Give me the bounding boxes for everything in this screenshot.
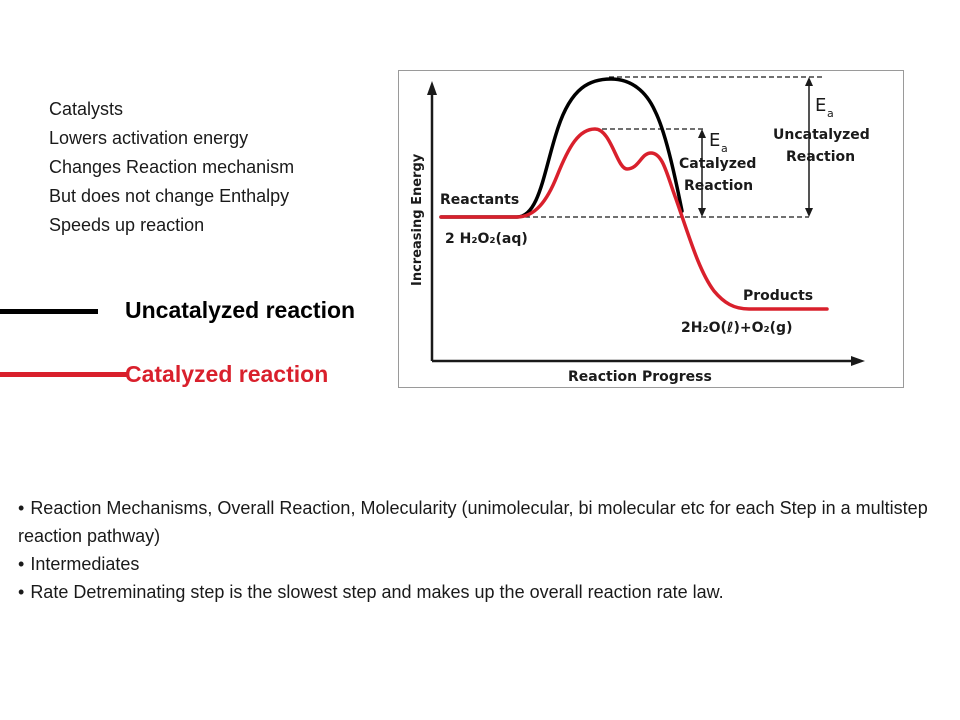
note-line: Catalysts <box>49 99 124 119</box>
ea-catalyzed-label-line2: Reaction <box>684 178 753 194</box>
reactants-formula: 2 H₂O₂(aq) <box>445 231 528 247</box>
note-line: But does not change Enthalpy <box>49 186 290 206</box>
uncatalyzed-curve <box>439 77 684 219</box>
ea-catalyzed-label-line1: Catalyzed <box>679 156 756 172</box>
x-axis-label: Reaction Progress <box>568 369 712 385</box>
reactants-label: Reactants <box>440 192 519 208</box>
y-axis-arrow-icon <box>427 81 437 95</box>
x-axis-arrow-icon <box>851 356 865 366</box>
bullet-item: Rate Detreminating step is the slowest s… <box>18 578 953 606</box>
arrow-up-icon <box>805 77 813 86</box>
arrow-down-icon <box>805 208 813 217</box>
energy-diagram-svg: Increasing Energy Reaction Progress Reac… <box>410 76 870 385</box>
catalyzed-curve <box>439 127 829 311</box>
ea-catalyzed-symbol: E <box>709 130 720 151</box>
legend-swatch-uncatalyzed <box>0 309 98 314</box>
products-formula: 2H₂O(ℓ)+O₂(g) <box>681 320 792 336</box>
ea-catalyzed-subscript: a <box>721 142 728 155</box>
bullet-item: Reaction Mechanisms, Overall Reaction, M… <box>18 494 953 550</box>
topic-bullet-list: Reaction Mechanisms, Overall Reaction, M… <box>18 494 953 606</box>
ea-uncatalyzed-symbol: E <box>815 95 826 116</box>
ea-uncatalyzed-subscript: a <box>827 107 834 120</box>
products-label: Products <box>743 288 813 304</box>
note-line: Lowers activation energy <box>49 128 249 148</box>
catalyst-notes: Catalysts Lowers activation energy Chang… <box>49 95 294 240</box>
arrow-up-icon <box>698 129 706 138</box>
legend-label-uncatalyzed: Uncatalyzed reaction <box>125 297 356 323</box>
ea-uncatalyzed-label-line2: Reaction <box>786 149 855 165</box>
bullet-item: Intermediates <box>18 550 953 578</box>
energy-diagram: Increasing Energy Reaction Progress Reac… <box>398 70 904 388</box>
legend-swatch-catalyzed <box>0 372 128 377</box>
arrow-down-icon <box>698 208 706 217</box>
note-line: Changes Reaction mechanism <box>49 157 295 177</box>
note-line: Speeds up reaction <box>49 215 205 235</box>
ea-uncatalyzed-label-line1: Uncatalyzed <box>773 127 870 143</box>
legend-label-catalyzed: Catalyzed reaction <box>125 361 329 387</box>
y-axis-label: Increasing Energy <box>410 153 425 286</box>
